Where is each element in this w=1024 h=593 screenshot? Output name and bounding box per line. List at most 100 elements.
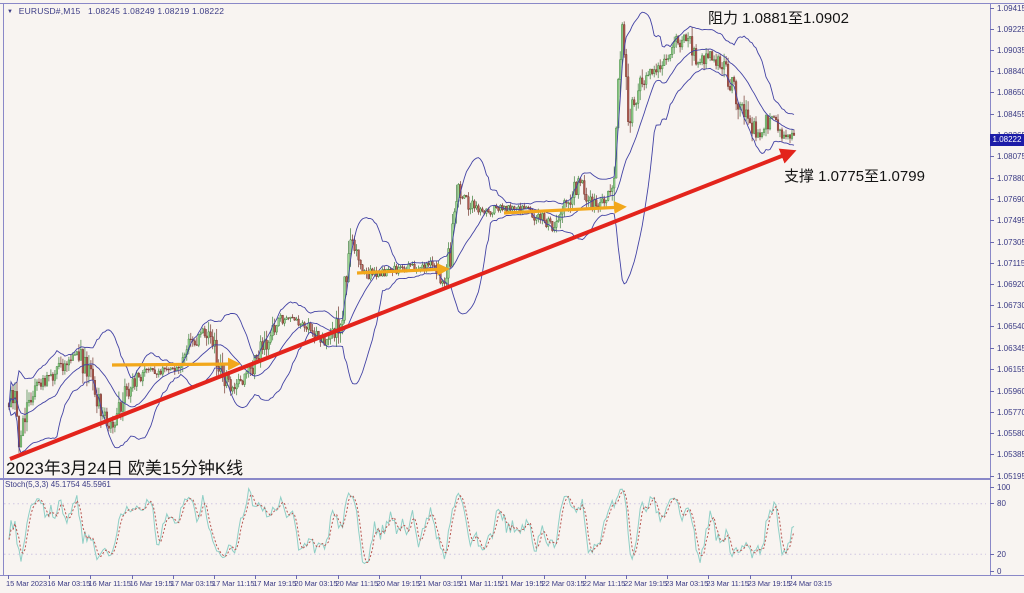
price-axis-label: 1.05960 <box>990 387 1024 396</box>
stoch-scale-tick <box>990 486 994 488</box>
time-tick <box>420 575 421 579</box>
time-axis-label: 16 Mar 11:15 <box>88 575 131 588</box>
time-axis-label: 20 Mar 11:15 <box>336 575 378 588</box>
time-tick <box>626 575 627 579</box>
symbol-info-bar: ▼ EURUSD#,M15 1.08245 1.08249 1.08219 1.… <box>7 6 224 16</box>
price-axis-label: 1.06540 <box>990 322 1024 331</box>
time-axis-label: 23 Mar 11:15 <box>706 575 749 588</box>
stoch-scale-tick <box>990 503 994 505</box>
time-axis-label: 20 Mar 03:15 <box>294 575 337 588</box>
time-tick <box>790 575 792 579</box>
price-tick <box>990 177 994 179</box>
time-axis-label: 23 Mar 03:15 <box>665 575 708 588</box>
measured-move-arrow[interactable] <box>503 201 627 215</box>
support-trendline-arrow[interactable] <box>9 148 797 461</box>
current-price-tag: 1.08222 <box>990 134 1024 147</box>
time-tick <box>214 575 215 579</box>
price-tick <box>990 198 994 200</box>
time-axis-label: 22 Mar 19:15 <box>624 575 667 588</box>
time-axis[interactable]: 15 Mar 2023 16 Mar 03:15 16 Mar 11:15 16 Ma… <box>0 575 1024 593</box>
symbol-timeframe-label: EURUSD#,M15 <box>18 6 81 16</box>
stoch-scale-tick <box>990 570 994 572</box>
time-tick <box>90 575 92 579</box>
measured-move-arrow[interactable] <box>356 263 450 276</box>
time-axis-label: 21 Mar 03:15 <box>418 575 461 588</box>
stoch-d-line <box>8 490 795 563</box>
time-tick <box>8 575 9 579</box>
time-tick <box>749 575 751 579</box>
indicator-panel-divider[interactable] <box>0 478 990 480</box>
symbol-dropdown-icon[interactable]: ▼ <box>7 9 14 15</box>
stochastic-indicator-label: Stoch(5,3,3) 45.1754 45.5961 <box>5 480 111 489</box>
stoch-scale-label: 20 <box>990 550 1006 559</box>
price-tick <box>990 220 994 222</box>
price-tick <box>990 390 994 392</box>
price-axis-label: 1.06920 <box>990 280 1024 289</box>
time-axis-divider <box>0 575 1024 576</box>
price-axis-label: 1.09035 <box>990 46 1024 55</box>
time-tick <box>49 575 51 579</box>
chart-frame-top <box>0 3 1024 4</box>
price-tick <box>990 49 994 51</box>
price-tick <box>990 326 994 328</box>
time-axis-label: 17 Mar 03:15 <box>171 575 214 588</box>
time-tick <box>461 575 463 579</box>
price-tick <box>990 7 994 9</box>
time-axis-label: 20 Mar 19:15 <box>377 575 420 588</box>
time-tick <box>131 575 133 579</box>
price-tick <box>990 71 994 73</box>
price-axis-label: 1.09415 <box>990 4 1024 13</box>
price-axis-label: 1.08650 <box>990 88 1024 97</box>
time-tick <box>296 575 298 579</box>
price-axis-label: 1.09225 <box>990 25 1024 34</box>
time-tick <box>584 575 586 579</box>
candlesticks <box>7 21 796 453</box>
price-axis-label: 1.06730 <box>990 301 1024 310</box>
time-axis-label: 22 Mar 11:15 <box>583 575 625 588</box>
time-tick <box>502 575 504 579</box>
price-axis-label: 1.07305 <box>990 238 1024 247</box>
time-tick <box>255 575 257 579</box>
measured-move-arrow[interactable] <box>111 357 241 371</box>
time-axis-label: 22 Mar 03:15 <box>542 575 585 588</box>
price-axis-divider <box>990 3 991 575</box>
resistance-annotation: 阻力 1.0881至1.0902 <box>708 10 849 27</box>
time-axis-label: 21 Mar 11:15 <box>459 575 502 588</box>
price-axis-label: 1.07690 <box>990 195 1024 204</box>
time-axis-label: 17 Mar 19:15 <box>253 575 296 588</box>
price-axis[interactable]: 1.09415 1.09225 1.09035 1.08840 1.08650 1.084… <box>990 0 1024 576</box>
price-axis-label: 1.07880 <box>990 174 1024 183</box>
price-tick <box>990 28 994 30</box>
time-axis-label: 24 Mar 03:15 <box>789 575 832 588</box>
price-tick <box>990 369 994 370</box>
stoch-k-line <box>8 486 795 565</box>
price-axis-label: 1.06155 <box>990 365 1024 374</box>
price-tick <box>990 305 994 307</box>
price-axis-label: 1.07495 <box>990 216 1024 225</box>
price-axis-label: 1.06345 <box>990 344 1024 353</box>
date-caption: 2023年3月24日 欧美15分钟K线 <box>6 459 244 478</box>
price-tick <box>990 475 994 477</box>
price-axis-label: 1.08840 <box>990 67 1024 76</box>
support-annotation: 支撑 1.0775至1.0799 <box>784 168 925 185</box>
ohlc-quote-values: 1.08245 1.08249 1.08219 1.08222 <box>87 6 225 16</box>
price-tick <box>990 262 994 264</box>
time-tick <box>172 575 174 579</box>
price-axis-label: 1.08455 <box>990 110 1024 119</box>
price-tick <box>990 411 994 413</box>
time-axis-label: 16 Mar 03:15 <box>47 575 90 588</box>
price-axis-label: 1.08075 <box>990 152 1024 161</box>
price-tick <box>990 92 994 94</box>
time-axis-label: 15 Mar 2023 <box>6 575 47 588</box>
price-axis-label: 1.07115 <box>990 259 1024 268</box>
price-tick <box>990 284 994 286</box>
price-axis-label: 1.05385 <box>990 450 1024 459</box>
price-tick <box>990 114 994 115</box>
price-tick <box>990 241 994 243</box>
price-axis-label: 1.05195 <box>990 472 1024 481</box>
stoch-scale-label: 0 <box>990 567 1001 576</box>
stoch-scale-tick <box>990 553 994 555</box>
time-tick <box>378 575 380 579</box>
